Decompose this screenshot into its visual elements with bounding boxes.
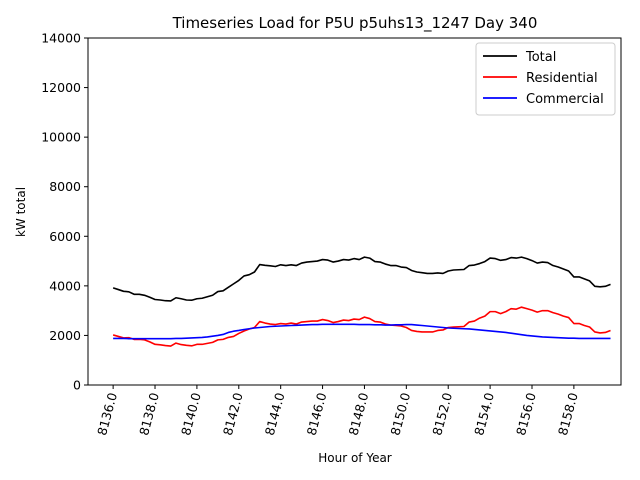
y-tick-label: 14000 bbox=[41, 31, 81, 46]
series-line-commercial bbox=[113, 323, 611, 340]
x-tick-label: 8148.0 bbox=[346, 391, 372, 437]
y-tick-label: 0 bbox=[73, 378, 81, 393]
x-tick-label: 8154.0 bbox=[471, 391, 497, 437]
y-tick-label: 12000 bbox=[41, 80, 81, 95]
y-tick-label: 4000 bbox=[49, 278, 81, 293]
x-axis: 8136.0 8138.0 8140.0 8142.0 8144.0 8146.0 8148… bbox=[94, 385, 581, 437]
y-tick-label: 2000 bbox=[49, 328, 81, 343]
chart-title: Timeseries Load for P5U p5uhs13_1247 Day… bbox=[172, 14, 538, 33]
y-tick-label: 10000 bbox=[41, 130, 81, 145]
x-tick-label: 8136.0 bbox=[94, 391, 120, 437]
x-tick-label: 8152.0 bbox=[429, 391, 455, 437]
x-tick-label: 8142.0 bbox=[220, 391, 246, 437]
y-axis-label: kW total bbox=[14, 187, 28, 237]
x-tick-label: 8146.0 bbox=[304, 391, 330, 437]
legend: Total Residential Commercial bbox=[475, 42, 616, 116]
legend-label-commercial: Commercial bbox=[526, 92, 604, 107]
x-tick-label: 8144.0 bbox=[262, 391, 288, 437]
series-line-total bbox=[112, 256, 611, 302]
x-tick-label: 8150.0 bbox=[387, 391, 413, 437]
x-tick-label: 8156.0 bbox=[513, 391, 539, 437]
legend-box bbox=[475, 42, 616, 116]
x-tick-label: 8140.0 bbox=[178, 391, 204, 437]
x-tick-label: 8158.0 bbox=[555, 391, 581, 437]
x-axis-label: Hour of Year bbox=[318, 451, 392, 465]
legend-label-total: Total bbox=[525, 50, 556, 65]
series-lines bbox=[112, 256, 611, 347]
plot-frame bbox=[87, 37, 622, 386]
y-tick-label: 8000 bbox=[49, 179, 81, 194]
legend-label-residential: Residential bbox=[526, 71, 598, 86]
y-axis: 0 2000 4000 6000 8000 10000 12000 14000 bbox=[41, 31, 88, 393]
y-tick-label: 6000 bbox=[49, 229, 81, 244]
x-tick-label: 8138.0 bbox=[136, 391, 162, 437]
series-line-residential bbox=[112, 306, 611, 347]
